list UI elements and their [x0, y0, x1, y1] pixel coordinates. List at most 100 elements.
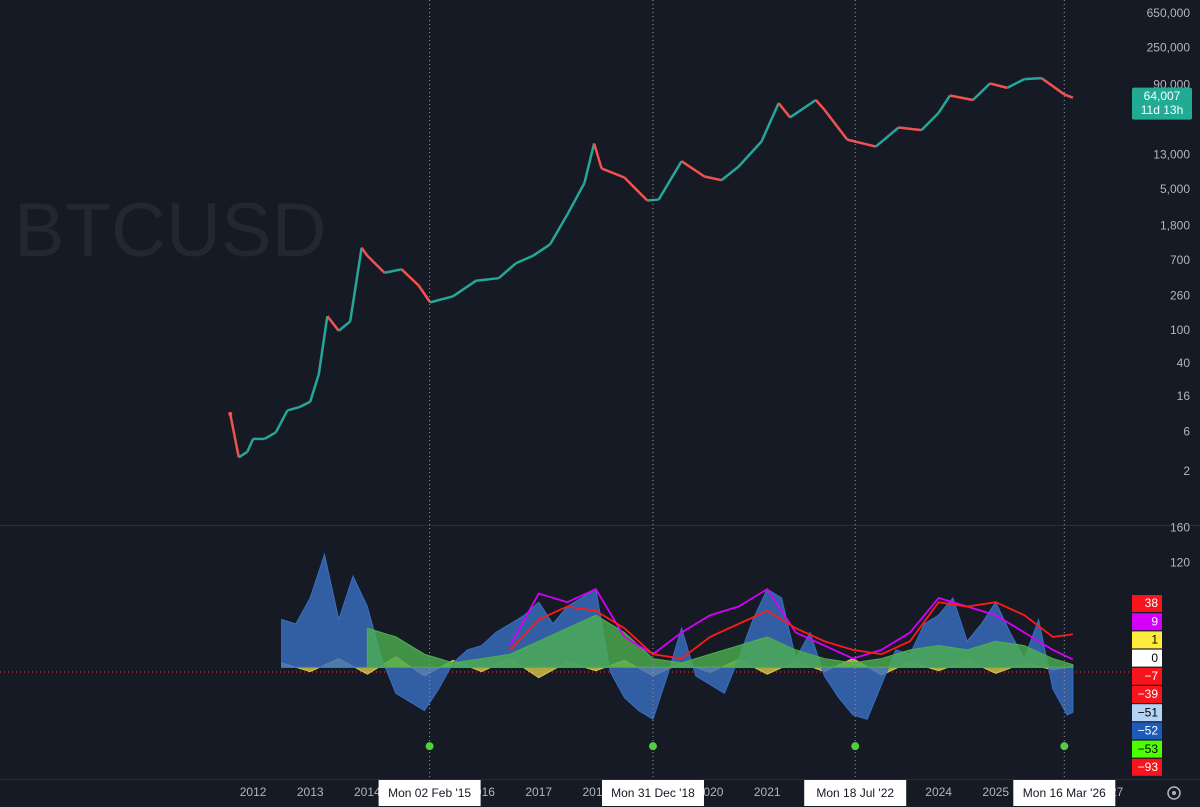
- value-badge-label: −53: [1138, 742, 1159, 756]
- x-tick-label: 2024: [925, 785, 952, 799]
- watermark: BTCUSD: [14, 188, 326, 273]
- value-badge: [1132, 704, 1162, 722]
- event-box: [804, 780, 907, 806]
- x-tick-label: 2017: [525, 785, 552, 799]
- y-tick-label: 2: [1183, 464, 1190, 478]
- price-segment: [287, 406, 300, 412]
- x-tick-label: 2013: [297, 785, 324, 799]
- price-segment: [417, 284, 432, 304]
- price-segment: [1052, 85, 1066, 96]
- price-segment: [384, 268, 402, 274]
- value-badge: [1132, 722, 1162, 740]
- price-segment: [515, 254, 534, 265]
- event-label: Mon 31 Dec '18: [611, 786, 695, 800]
- price-segment: [274, 409, 289, 433]
- value-badge: [1132, 595, 1162, 612]
- value-badge-label: −39: [1138, 687, 1159, 701]
- price-segment: [429, 295, 454, 304]
- value-badge-label: 38: [1145, 596, 1159, 610]
- last-price-label: 64,007: [1144, 89, 1181, 103]
- y-tick-label: 700: [1170, 253, 1190, 267]
- value-badge-label: −7: [1144, 669, 1158, 683]
- price-segment: [1063, 93, 1074, 99]
- price-segment: [737, 140, 763, 168]
- price-segment: [309, 373, 320, 403]
- y-tick-label: 650,000: [1147, 6, 1191, 20]
- settings-icon[interactable]: [1167, 786, 1181, 800]
- price-segment: [823, 108, 849, 141]
- last-price-badge: [1132, 87, 1192, 120]
- price-segment: [657, 160, 683, 201]
- price-segment: [760, 102, 780, 143]
- value-badge-label: −52: [1138, 724, 1159, 738]
- price-segment: [846, 138, 877, 148]
- y-tick-label: 5,000: [1160, 182, 1190, 196]
- value-badge: [1132, 740, 1162, 758]
- price-segment: [229, 413, 241, 458]
- y-tick-label: 250,000: [1147, 41, 1191, 55]
- price-segment: [298, 400, 311, 409]
- price-segment: [360, 247, 369, 257]
- event-label: Mon 18 Jul '22: [816, 786, 894, 800]
- dot: [648, 742, 657, 751]
- price-segment: [452, 279, 477, 298]
- price-segment: [920, 111, 940, 132]
- y-tick-label: 100: [1170, 323, 1190, 337]
- price-segment: [317, 316, 329, 375]
- event-label: Mon 02 Feb '15: [388, 786, 471, 800]
- dot: [1060, 742, 1069, 751]
- value-badge: [1132, 649, 1162, 667]
- x-tick-label: 2021: [754, 785, 781, 799]
- value-badge-label: −93: [1138, 760, 1159, 774]
- value-badge: [1132, 667, 1162, 685]
- dot: [851, 742, 860, 751]
- price-segment: [246, 438, 255, 453]
- event-label: Mon 16 Mar '26: [1023, 786, 1106, 800]
- price-segment: [972, 82, 991, 101]
- x-tick-label: 2025: [982, 785, 1009, 799]
- price-segment: [789, 98, 817, 119]
- price-segment: [337, 320, 351, 332]
- event-box: [601, 780, 704, 806]
- dot: [425, 742, 434, 751]
- x-tick-label: 2014: [354, 785, 381, 799]
- value-badge: [1132, 631, 1162, 649]
- price-segment: [680, 160, 706, 178]
- price-segment: [238, 450, 249, 459]
- y-tick-label: 6: [1183, 425, 1190, 439]
- y-tick-label: 160: [1170, 521, 1190, 535]
- y-tick-label: 16: [1177, 389, 1191, 403]
- price-segment: [1040, 77, 1054, 88]
- price-segment: [704, 175, 722, 182]
- y-tick-label: 13,000: [1153, 147, 1190, 161]
- area: [366, 614, 1074, 668]
- price-segment: [1024, 76, 1042, 81]
- price-segment: [583, 143, 596, 184]
- value-badge: [1132, 686, 1162, 703]
- price-segment: [777, 102, 792, 119]
- price-segment: [989, 82, 1008, 90]
- price-segment: [263, 431, 277, 440]
- price-segment: [348, 247, 363, 322]
- value-badge: [1132, 613, 1162, 631]
- price-segment: [366, 254, 386, 274]
- value-badge: [1132, 758, 1162, 776]
- value-badge-label: 1: [1151, 633, 1158, 647]
- price-segment: [400, 268, 420, 287]
- line: [509, 601, 1073, 660]
- price-segment: [814, 99, 826, 111]
- price-segment: [1006, 78, 1025, 89]
- countdown: 11d 13h: [1141, 103, 1184, 117]
- y-tick-label: 1,800: [1160, 219, 1190, 233]
- value-badge-label: 9: [1151, 614, 1158, 628]
- event-box: [1013, 780, 1116, 806]
- price-segment: [566, 182, 586, 216]
- y-tick-label: 120: [1170, 555, 1190, 569]
- price-segment: [497, 262, 517, 280]
- price-segment: [937, 94, 952, 114]
- price-segment: [898, 126, 922, 132]
- price-segment: [949, 94, 974, 102]
